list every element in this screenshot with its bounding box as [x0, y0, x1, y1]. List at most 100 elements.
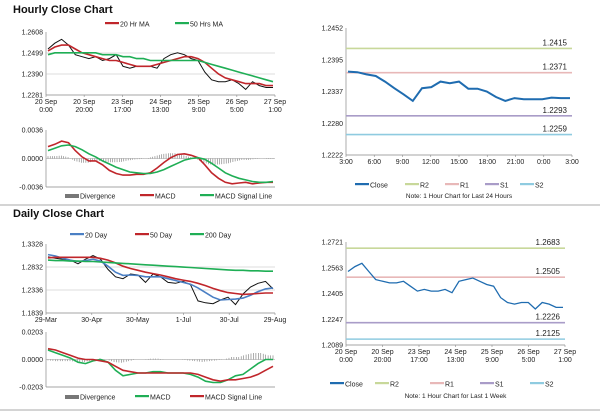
x-tick-label: 30-Jul: [220, 317, 240, 324]
legend-swatch: [190, 395, 204, 398]
series-line-20-day: [47, 253, 274, 301]
x-tick-label: 18:00: [478, 159, 496, 166]
y-tick-label: -0.0036: [19, 185, 43, 192]
series-line-20-hr-ma: [47, 44, 273, 87]
legend-swatch: [530, 382, 544, 385]
series-line-close: [47, 254, 274, 306]
level-label-r1: 1.2371: [543, 63, 568, 72]
chart-note: Note: 1 Hour Chart for Last 1 Week: [405, 393, 508, 400]
legend-swatch: [520, 183, 534, 186]
x-tick-label: 23 Sep 17:00: [408, 349, 430, 364]
x-tick-label: 12:00: [422, 159, 440, 166]
series-line-macd-signal-line: [47, 347, 274, 383]
y-tick-label: 0.0000: [22, 357, 44, 364]
y-tick-label: 1.2563: [322, 265, 344, 272]
chart-note: Note: 1 Hour Chart for Last 24 Hours: [406, 193, 513, 200]
level-label-s2: 1.2125: [536, 329, 561, 338]
legend-label-50-day: 50 Day: [150, 233, 173, 240]
legend-swatch: [135, 395, 149, 398]
x-tick-label: 24 Sep 13:00: [149, 99, 171, 114]
level-label-s1: 1.2226: [536, 313, 561, 322]
level-label-s1: 1.2293: [543, 106, 568, 115]
x-tick-label: 3:00: [339, 159, 353, 166]
legend-swatch: [135, 233, 149, 236]
y-tick-label: 1.2222: [322, 153, 344, 160]
x-tick-label: 20 Sep 0:00: [35, 99, 57, 114]
legend-swatch: [405, 183, 419, 186]
daily-chart-title: Daily Close Chart: [13, 208, 105, 220]
legend-label-macd: MACD: [150, 395, 171, 402]
x-tick-label: 20 Sep 20:00: [73, 99, 95, 114]
legend-swatch: [190, 233, 204, 236]
x-tick-label: 23 Sep 17:00: [111, 99, 133, 114]
legend-label-s1: S1: [495, 382, 504, 389]
x-tick-label: 27 Sep 1:00: [264, 99, 286, 114]
legend-swatch: [375, 382, 389, 385]
legend-label-r1: R1: [445, 382, 454, 389]
y-tick-label: 1.2247: [322, 317, 344, 324]
series-line-50-day: [47, 256, 273, 296]
y-tick-label: 1.2280: [322, 121, 344, 128]
x-tick-label: 26 Sep 5:00: [517, 349, 539, 364]
y-tick-label: 0.0036: [22, 128, 44, 135]
legend-label-divergence: Divergence: [80, 395, 116, 402]
y-tick-label: 1.2452: [322, 26, 344, 33]
y-tick-label: 1.2390: [22, 72, 44, 79]
x-tick-label: 20 Sep 0:00: [335, 349, 357, 364]
legend-label-divergence: Divergence: [80, 194, 116, 201]
y-tick-label: 1.1839: [22, 311, 44, 318]
legend-label-s1: S1: [500, 183, 509, 190]
level-label-r1: 1.2505: [536, 267, 561, 276]
legend-swatch: [65, 395, 79, 399]
legend-swatch: [70, 233, 84, 236]
legend-label-s2: S2: [535, 183, 544, 190]
hourly-chart-title: Hourly Close Chart: [13, 4, 113, 16]
y-tick-label: 1.2089: [322, 343, 344, 350]
x-tick-label: 24 Sep 13:00: [444, 349, 466, 364]
x-tick-label: 21:00: [507, 159, 525, 166]
y-tick-label: 1.2405: [322, 291, 344, 298]
series-line-macd-signal-line: [47, 144, 274, 184]
series-line-macd: [47, 349, 273, 384]
legend-swatch: [330, 382, 344, 385]
legend-label-20-day: 20 Day: [85, 233, 108, 240]
y-tick-label: 1.2337: [322, 89, 344, 96]
y-tick-label: 1.2336: [22, 288, 44, 295]
legend-label-macd-signal-line: MACD Signal Line: [205, 395, 262, 402]
x-tick-label: 0:00: [537, 159, 551, 166]
y-tick-label: 1.2499: [22, 51, 44, 58]
legend-swatch: [355, 183, 369, 186]
y-tick-label: 1.2608: [22, 30, 44, 37]
legend-label-50-hrs-ma: 50 Hrs MA: [190, 22, 223, 29]
y-tick-label: 1.3328: [22, 242, 44, 249]
legend-label-r1: R1: [460, 183, 469, 190]
legend-swatch: [200, 194, 214, 197]
legend-swatch: [175, 22, 189, 25]
x-tick-label: 29-Mar: [35, 317, 58, 324]
y-tick-label: 1.2721: [322, 240, 344, 247]
level-label-r2: 1.2415: [543, 38, 568, 47]
series-line-macd: [47, 140, 273, 185]
series-line-200-day: [47, 259, 273, 273]
legend-label-macd-signal-line: MACD Signal Line: [215, 194, 272, 201]
legend-label-r2: R2: [390, 382, 399, 389]
legend-label-200-day: 200 Day: [205, 233, 232, 240]
legend-swatch: [445, 183, 459, 186]
legend-swatch: [430, 382, 444, 385]
x-tick-label: 3:00: [565, 159, 579, 166]
y-tick-label: 0.0000: [22, 156, 44, 163]
legend-swatch: [480, 382, 494, 385]
legend-label-r2: R2: [420, 183, 429, 190]
y-tick-label: 1.2832: [22, 265, 44, 272]
x-tick-label: 6:00: [367, 159, 381, 166]
x-tick-label: 27 Sep 1:00: [554, 349, 576, 364]
legend-swatch: [65, 194, 79, 198]
y-tick-label: -0.0203: [19, 385, 43, 392]
legend-swatch: [485, 183, 499, 186]
series-line-close: [347, 262, 563, 310]
x-tick-label: 26 Sep 5:00: [226, 99, 248, 114]
legend-label-macd: MACD: [155, 194, 176, 201]
x-tick-label: 1-Jul: [176, 317, 192, 324]
